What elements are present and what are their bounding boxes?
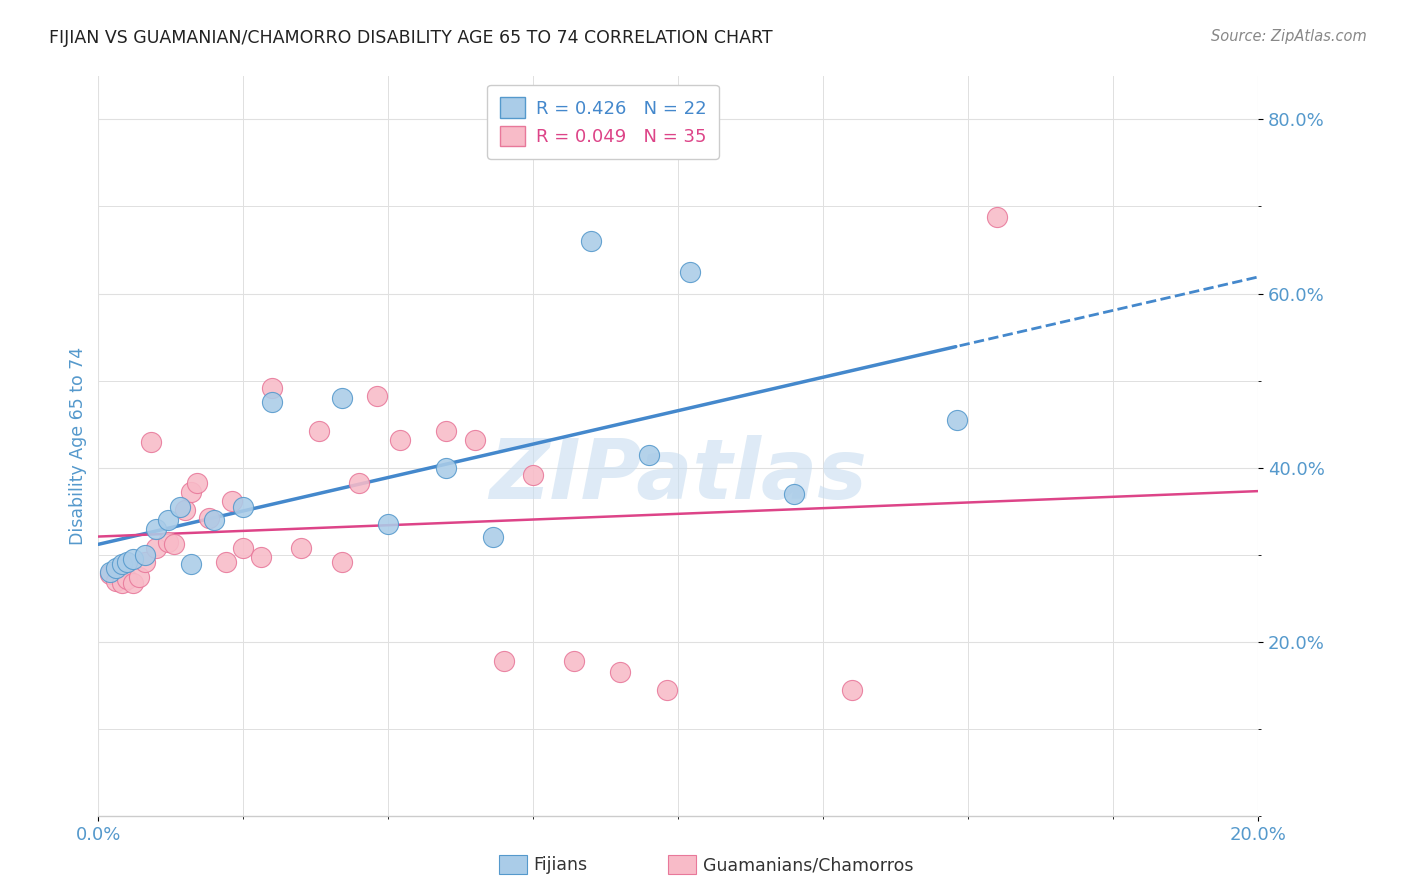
Point bbox=[104, 574, 127, 588]
Point bbox=[197, 511, 219, 525]
Point bbox=[330, 555, 353, 569]
Point bbox=[145, 522, 167, 536]
Point bbox=[250, 549, 273, 564]
Point bbox=[388, 433, 412, 447]
Point bbox=[349, 476, 371, 491]
Point bbox=[157, 513, 180, 527]
Text: FIJIAN VS GUAMANIAN/CHAMORRO DISABILITY AGE 65 TO 74 CORRELATION CHART: FIJIAN VS GUAMANIAN/CHAMORRO DISABILITY … bbox=[49, 29, 773, 46]
Point bbox=[204, 513, 226, 527]
Point bbox=[98, 566, 121, 580]
Point bbox=[655, 682, 678, 697]
Point bbox=[145, 541, 167, 555]
Point bbox=[609, 665, 631, 680]
Point bbox=[562, 654, 585, 668]
Point bbox=[262, 381, 284, 395]
Point bbox=[464, 433, 486, 447]
Point bbox=[122, 575, 145, 590]
Point bbox=[111, 575, 132, 590]
Point bbox=[232, 500, 254, 514]
Point bbox=[221, 494, 243, 508]
Point bbox=[290, 541, 312, 555]
Point bbox=[117, 572, 139, 586]
Point bbox=[436, 424, 458, 438]
Point bbox=[128, 569, 150, 583]
Point bbox=[262, 395, 284, 409]
Point bbox=[232, 541, 254, 555]
Point bbox=[169, 500, 191, 514]
Point bbox=[330, 391, 353, 405]
Point bbox=[986, 210, 1008, 224]
Point bbox=[481, 531, 505, 545]
Point bbox=[180, 485, 202, 500]
Point bbox=[104, 561, 127, 575]
Legend: R = 0.426   N = 22, R = 0.049   N = 35: R = 0.426 N = 22, R = 0.049 N = 35 bbox=[486, 85, 718, 159]
Point bbox=[679, 265, 702, 279]
Point bbox=[783, 487, 806, 501]
Text: Fijians: Fijians bbox=[533, 856, 586, 874]
Point bbox=[139, 434, 162, 449]
Point bbox=[841, 682, 863, 697]
Point bbox=[638, 448, 661, 462]
Point bbox=[215, 555, 238, 569]
Point bbox=[122, 552, 145, 566]
Point bbox=[581, 235, 603, 249]
Point bbox=[308, 424, 330, 438]
Point bbox=[494, 654, 516, 668]
Point bbox=[98, 567, 121, 582]
Y-axis label: Disability Age 65 to 74: Disability Age 65 to 74 bbox=[69, 347, 87, 545]
Point bbox=[134, 555, 156, 569]
Point bbox=[134, 548, 156, 562]
Point bbox=[945, 413, 967, 427]
Point bbox=[174, 502, 197, 516]
Point bbox=[377, 517, 399, 532]
Text: ZIPatlas: ZIPatlas bbox=[489, 435, 868, 516]
Text: Source: ZipAtlas.com: Source: ZipAtlas.com bbox=[1211, 29, 1367, 44]
Point bbox=[522, 467, 544, 482]
Point bbox=[436, 460, 458, 475]
Point bbox=[180, 557, 202, 571]
Point bbox=[366, 389, 388, 403]
Point bbox=[163, 537, 186, 551]
Point bbox=[157, 534, 180, 549]
Text: Guamanians/Chamorros: Guamanians/Chamorros bbox=[703, 856, 914, 874]
Point bbox=[186, 476, 208, 491]
Point bbox=[117, 555, 139, 569]
Point bbox=[111, 557, 132, 571]
